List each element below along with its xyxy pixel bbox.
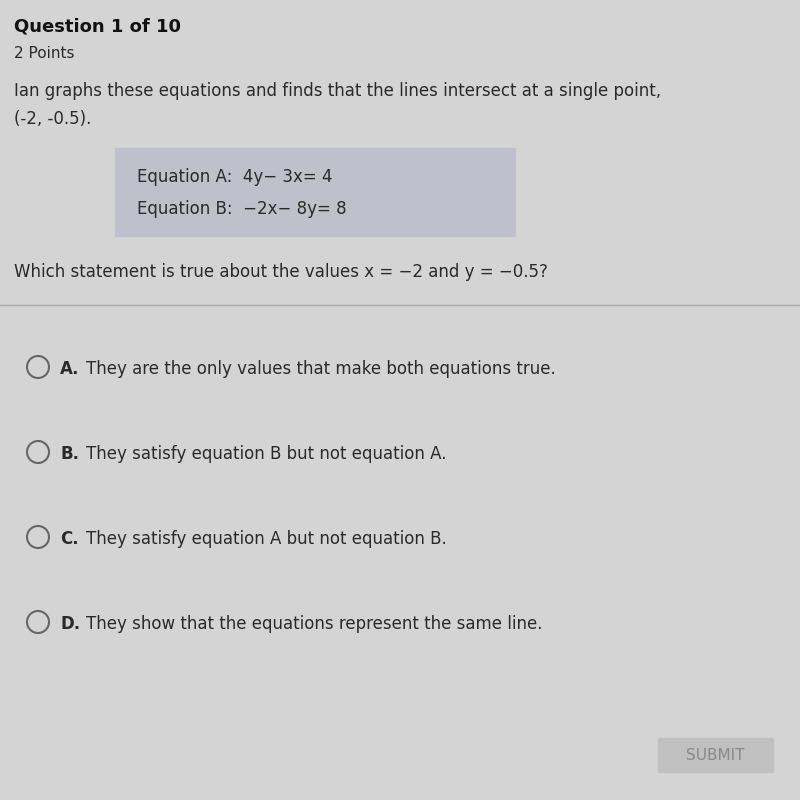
Text: They are the only values that make both equations true.: They are the only values that make both … bbox=[86, 360, 556, 378]
Text: 2 Points: 2 Points bbox=[14, 46, 74, 61]
Text: They show that the equations represent the same line.: They show that the equations represent t… bbox=[86, 615, 542, 633]
Text: B.: B. bbox=[60, 445, 79, 463]
Text: Question 1 of 10: Question 1 of 10 bbox=[14, 18, 181, 36]
Text: SUBMIT: SUBMIT bbox=[686, 747, 745, 762]
Text: A.: A. bbox=[60, 360, 79, 378]
Text: (-2, -0.5).: (-2, -0.5). bbox=[14, 110, 91, 128]
Bar bbox=[658, 738, 773, 772]
Text: They satisfy equation B but not equation A.: They satisfy equation B but not equation… bbox=[86, 445, 446, 463]
Text: Equation A:  4y− 3x= 4: Equation A: 4y− 3x= 4 bbox=[137, 168, 333, 186]
Text: Which statement is true about the values x = −2 and y = −0.5?: Which statement is true about the values… bbox=[14, 263, 548, 281]
Text: Equation B:  −2x− 8y= 8: Equation B: −2x− 8y= 8 bbox=[137, 200, 346, 218]
Text: Ian graphs these equations and finds that the lines intersect at a single point,: Ian graphs these equations and finds tha… bbox=[14, 82, 661, 100]
Text: D.: D. bbox=[60, 615, 80, 633]
Text: They satisfy equation A but not equation B.: They satisfy equation A but not equation… bbox=[86, 530, 446, 548]
Bar bbox=[115, 148, 515, 236]
Text: C.: C. bbox=[60, 530, 78, 548]
